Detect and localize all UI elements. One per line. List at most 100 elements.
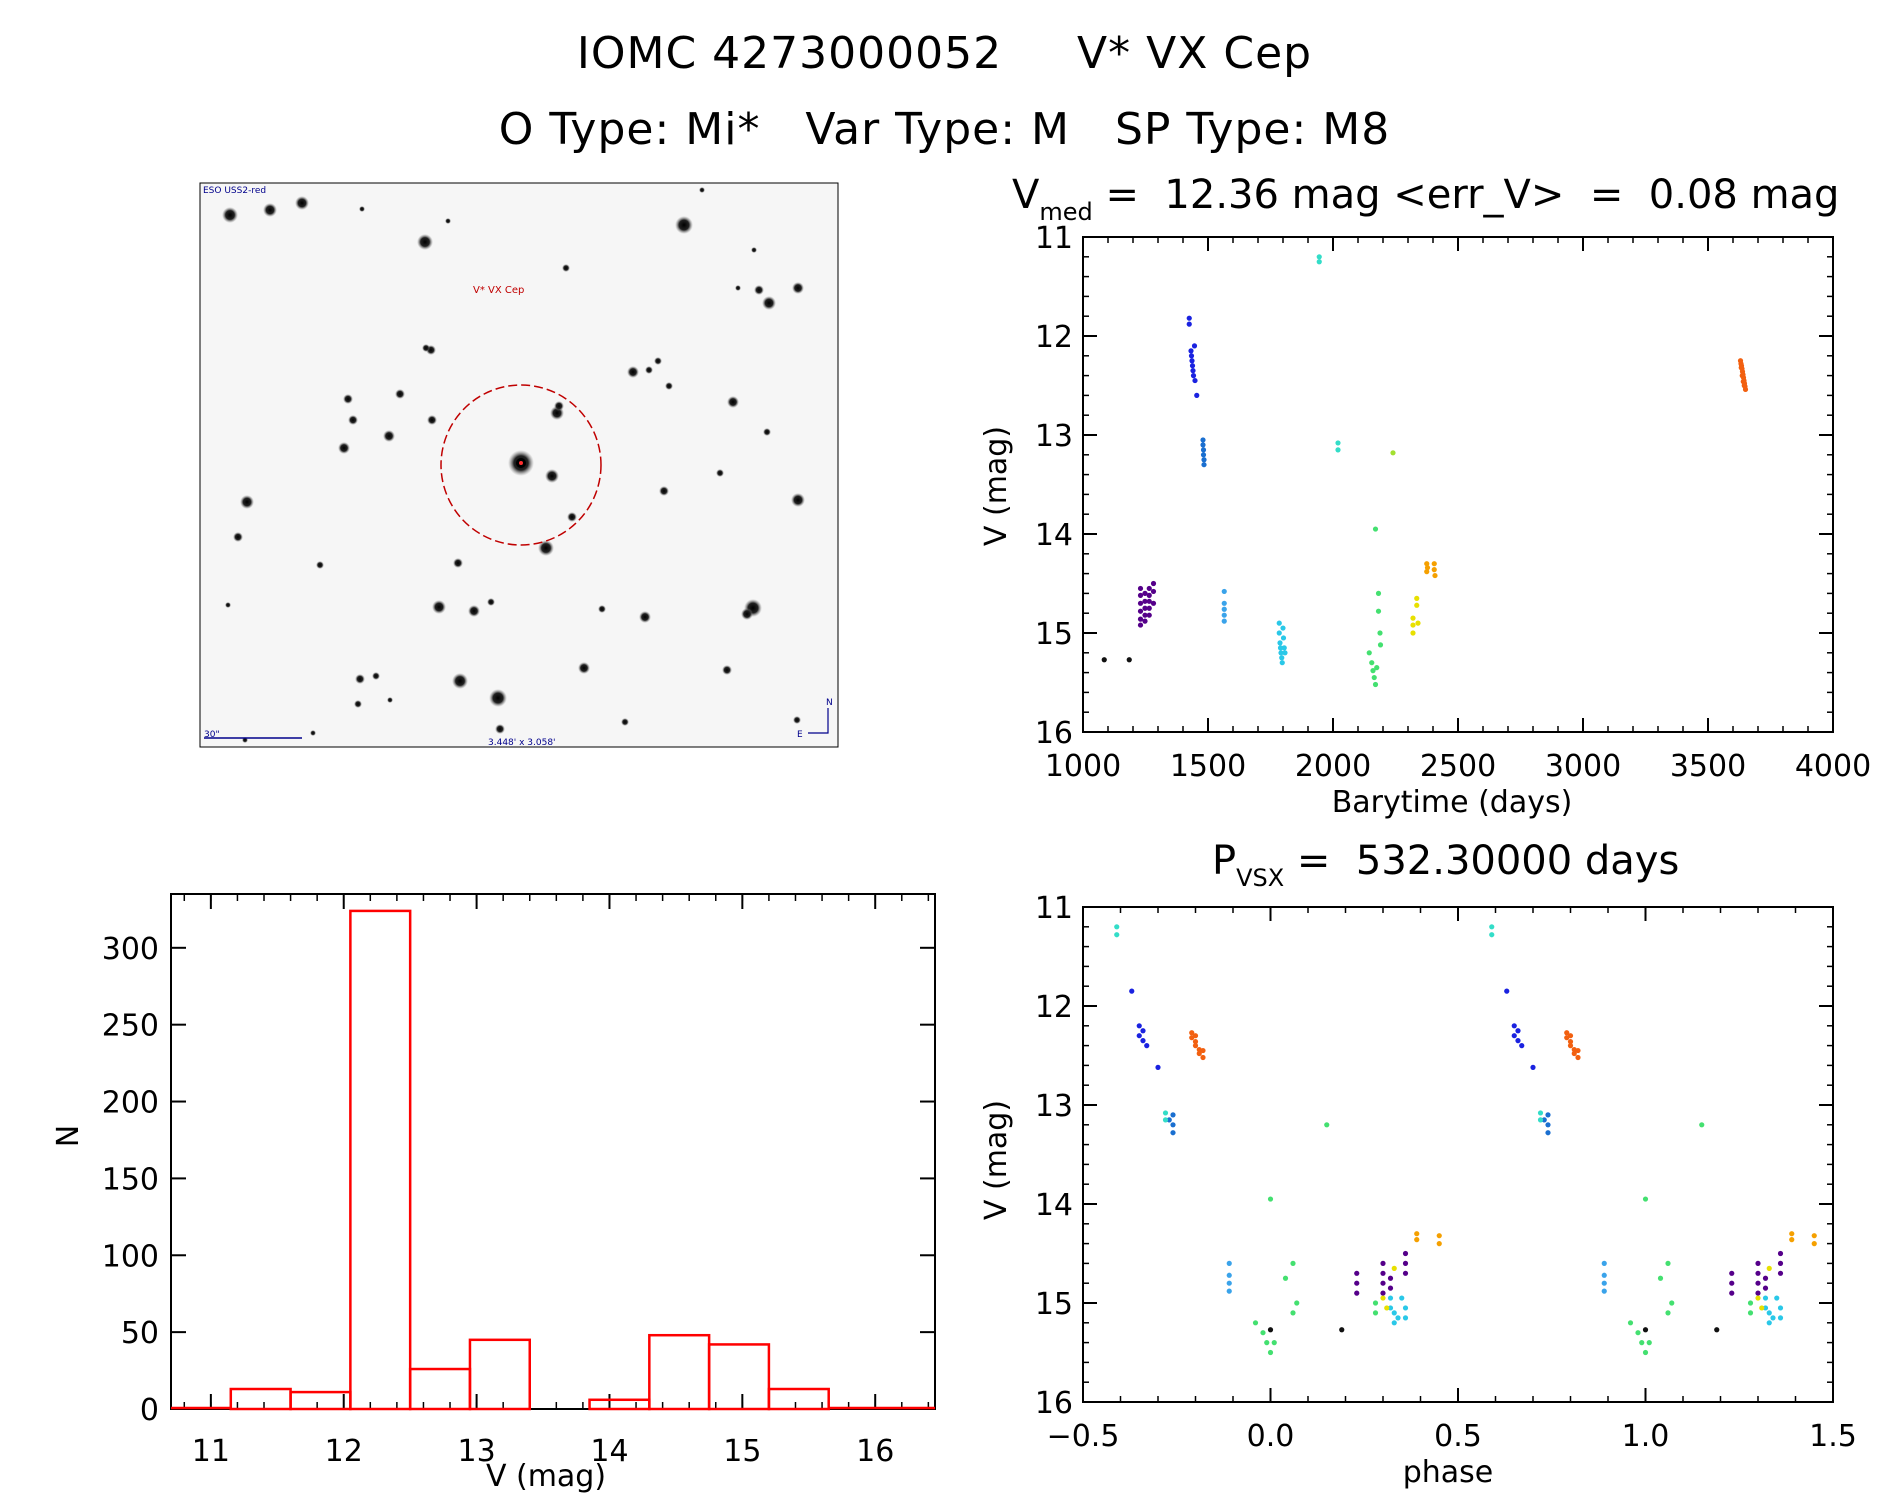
star — [487, 598, 495, 606]
star — [263, 203, 277, 217]
data-point — [1282, 1275, 1289, 1281]
data-point — [1777, 1260, 1784, 1266]
data-point — [1402, 1270, 1409, 1276]
data-point — [1541, 1117, 1547, 1123]
data-point — [1191, 343, 1198, 349]
data-point — [1140, 1038, 1146, 1044]
data-point — [1755, 1290, 1761, 1296]
data-point — [1639, 1340, 1645, 1346]
data-point — [1189, 358, 1195, 364]
x-tick-label: 4000 — [1795, 749, 1871, 784]
star — [762, 296, 776, 310]
figure-subtitle: O Type: Mi* Var Type: M SP Type: M8 — [498, 104, 1391, 155]
data-point — [1146, 598, 1152, 604]
data-point — [1402, 1315, 1409, 1321]
data-point — [1515, 1038, 1521, 1044]
data-point — [1729, 1270, 1735, 1276]
data-point — [1146, 612, 1152, 618]
data-point — [1665, 1310, 1671, 1316]
data-point — [1387, 1305, 1394, 1311]
data-point — [1699, 1122, 1705, 1128]
data-point — [1190, 368, 1196, 374]
data-point — [1146, 605, 1152, 611]
data-point — [1511, 1023, 1517, 1029]
data-point — [1221, 606, 1227, 612]
data-point — [1738, 365, 1744, 371]
y-tick-label: 13 — [1035, 419, 1073, 454]
data-point — [1186, 321, 1192, 327]
data-point — [1729, 1280, 1735, 1286]
data-point — [1601, 1288, 1607, 1294]
star — [359, 206, 365, 212]
x-tick-label: 1500 — [1170, 749, 1246, 784]
data-point — [1741, 382, 1747, 389]
data-point — [1290, 1310, 1296, 1316]
data-point — [1387, 1295, 1394, 1301]
data-point — [1137, 600, 1144, 606]
star — [538, 540, 554, 556]
y-tick-label: 15 — [1035, 617, 1073, 652]
data-point — [1391, 1310, 1397, 1316]
data-point — [1354, 1280, 1360, 1286]
data-point — [1260, 1330, 1266, 1336]
data-point — [1777, 1250, 1784, 1257]
phased-title: PVSX = 532.30000 days — [1212, 838, 1679, 892]
data-point — [1142, 612, 1148, 618]
histogram-xlabel: V (mag) — [486, 1459, 606, 1494]
phased-title-main: P — [1212, 838, 1236, 884]
data-point — [1489, 924, 1495, 930]
data-point — [1575, 1054, 1581, 1061]
data-point — [1324, 1122, 1330, 1128]
data-point — [1755, 1260, 1761, 1266]
data-point — [1436, 1241, 1442, 1247]
data-point — [1777, 1270, 1784, 1276]
data-point — [1280, 625, 1286, 631]
data-point — [1811, 1241, 1817, 1247]
lightcurve-chart: Vmed = 12.36 mag <err_V> = 0.08 mag 1000… — [979, 172, 1871, 820]
data-point — [1567, 1043, 1574, 1049]
star — [627, 366, 639, 378]
data-point — [1399, 1295, 1405, 1301]
compass-east-label: E — [797, 730, 803, 740]
data-point — [1372, 1300, 1379, 1306]
data-point — [1375, 590, 1382, 597]
star — [240, 495, 254, 509]
star — [452, 673, 468, 689]
data-point — [1390, 450, 1396, 456]
y-tick-label: 150 — [102, 1162, 159, 1197]
star — [735, 285, 741, 291]
lightcurve-title-rest: = 12.36 mag <err_V> = 0.08 mag — [1093, 172, 1840, 218]
data-point — [1729, 1290, 1735, 1296]
data-point — [1354, 1290, 1360, 1296]
data-point — [1150, 600, 1157, 606]
x-tick-label: 15 — [723, 1434, 761, 1469]
data-point — [1366, 650, 1372, 656]
x-tick-label: 14 — [590, 1434, 628, 1469]
data-point — [1196, 1050, 1202, 1057]
y-tick-label: 16 — [1035, 1386, 1073, 1421]
data-point — [1252, 1320, 1259, 1326]
data-point — [1189, 1030, 1195, 1036]
data-point — [1146, 585, 1152, 592]
data-point — [1155, 1064, 1161, 1070]
data-point — [1137, 608, 1144, 614]
data-point — [1747, 1310, 1754, 1316]
x-tick-label: −0.5 — [1047, 1419, 1120, 1454]
star — [578, 662, 590, 674]
data-point — [1200, 437, 1206, 443]
lightcurve-ylabel: V (mag) — [979, 426, 1014, 546]
histogram-bar — [767, 1387, 830, 1411]
star — [545, 469, 559, 483]
data-point — [1380, 1270, 1386, 1276]
data-point — [1277, 640, 1283, 646]
star — [763, 428, 771, 436]
lightcurve-title-sub: med — [1039, 198, 1092, 226]
data-point — [1789, 1231, 1795, 1237]
data-point — [1777, 1315, 1784, 1321]
data-point — [1511, 1033, 1517, 1039]
histogram-ylabel: N — [51, 1125, 86, 1147]
data-point — [1567, 1033, 1574, 1039]
data-point — [1642, 1196, 1649, 1202]
x-tick-label: 1.5 — [1809, 1419, 1857, 1454]
star — [222, 207, 238, 223]
